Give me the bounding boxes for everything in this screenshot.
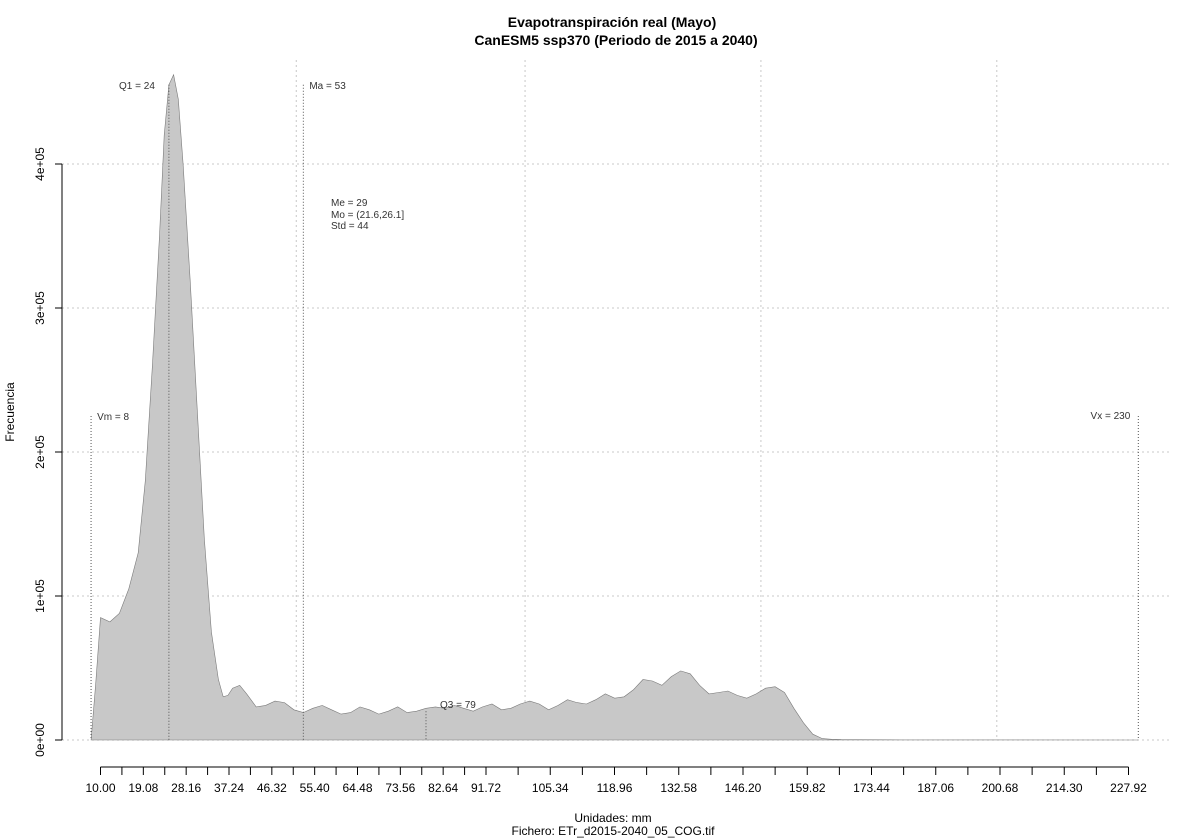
- y-tick-label: 2e+05: [33, 435, 47, 469]
- marker-label: Q1 = 24: [119, 81, 155, 92]
- x-tick-label: 187.06: [917, 781, 954, 795]
- x-tick-label: 200.68: [982, 781, 1019, 795]
- x-tick-label: 118.96: [597, 781, 633, 795]
- x-tick-label: 227.92: [1110, 781, 1147, 795]
- x-tick-label: 91.72: [471, 781, 501, 795]
- marker-label: Q3 = 79: [440, 700, 476, 711]
- stat-median: Me = 29: [331, 198, 368, 209]
- grid-lines: [62, 60, 1170, 741]
- y-tick-label: 4e+05: [33, 147, 47, 181]
- y-axis-title: Frecuencia: [3, 382, 17, 442]
- x-axis-ticks: 10.00 19.08 28.16 37.24 46.32 55.40 64.48 73.56…: [85, 767, 1147, 795]
- x-tick-label: 55.40: [300, 781, 330, 795]
- x-tick-label: 159.82: [789, 781, 826, 795]
- y-tick-label: 0e+00: [33, 723, 47, 757]
- marker-label: Vx = 230: [1091, 411, 1131, 422]
- x-tick-label: 132.58: [660, 781, 697, 795]
- density-area: [90, 73, 1139, 741]
- x-tick-label: 46.32: [257, 781, 287, 795]
- chart-subtitle: CanESM5 ssp370 (Periodo de 2015 a 2040): [474, 32, 757, 48]
- x-tick-label: 146.20: [725, 781, 762, 795]
- y-tick-label: 3e+05: [33, 291, 47, 325]
- x-tick-label: 82.64: [428, 781, 458, 795]
- file-caption: Fichero: ETr_d2015-2040_05_COG.tif: [512, 824, 716, 838]
- marker-lines: Vm = 8 Q1 = 24 Ma = 53 Q3 = 79 Vx = 230: [90, 81, 1139, 740]
- x-tick-label: 214.30: [1046, 781, 1083, 795]
- y-axis-ticks: 0e+00 1e+05 2e+05 3e+05 4e+05: [33, 147, 62, 757]
- x-tick-label: 10.00: [85, 781, 115, 795]
- x-axis-title: Unidades: mm: [574, 811, 651, 825]
- x-tick-label: 19.08: [128, 781, 158, 795]
- x-tick-label: 28.16: [171, 781, 201, 795]
- x-tick-label: 105.34: [532, 781, 569, 795]
- y-tick-label: 1e+05: [33, 579, 47, 613]
- x-tick-label: 73.56: [385, 781, 415, 795]
- chart-title: Evapotranspiración real (Mayo): [508, 14, 717, 30]
- stat-std: Std = 44: [331, 221, 369, 232]
- x-tick-label: 37.24: [214, 781, 244, 795]
- stat-mode: Mo = (21.6,26.1]: [331, 210, 404, 221]
- marker-label: Vm = 8: [97, 412, 129, 423]
- marker-label: Ma = 53: [309, 81, 346, 92]
- x-tick-label: 64.48: [342, 781, 372, 795]
- x-tick-label: 173.44: [853, 781, 890, 795]
